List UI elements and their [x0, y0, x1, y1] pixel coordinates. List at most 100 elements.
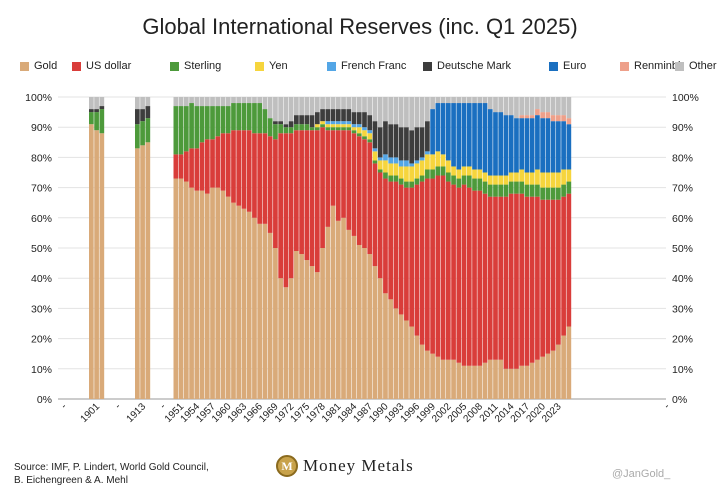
- y-tick-label-left: 80%: [31, 152, 52, 164]
- bar-segment: [535, 109, 540, 116]
- bar-segment: [508, 193, 514, 369]
- bar-segment: [561, 169, 566, 185]
- bar-segment: [199, 142, 205, 191]
- y-tick-label-right: 50%: [672, 243, 693, 255]
- brand-name: Money Metals: [303, 456, 414, 475]
- bar-segment: [262, 109, 268, 134]
- bar-segment: [145, 142, 151, 400]
- legend-label: Deutsche Mark: [437, 60, 511, 72]
- bar-segment: [356, 136, 362, 245]
- bar-segment: [487, 109, 493, 176]
- bar-segment: [519, 169, 525, 182]
- bar-segment: [351, 130, 357, 134]
- bar-segment: [430, 169, 435, 179]
- bar-segment: [173, 97, 179, 107]
- bar-segment: [425, 154, 430, 170]
- bar-segment: [330, 124, 336, 128]
- bar-segment: [314, 112, 320, 125]
- bar-segment: [425, 97, 430, 122]
- bar-segment: [503, 196, 509, 369]
- bar-segment: [383, 154, 388, 161]
- bar-segment: [430, 97, 435, 110]
- bar-segment: [204, 106, 210, 140]
- bar-segment: [461, 184, 467, 366]
- bar-segment: [409, 326, 414, 399]
- bar-segment: [215, 106, 221, 137]
- bar-segment: [304, 260, 310, 399]
- bar-segment: [204, 193, 210, 399]
- bar-segment: [482, 193, 488, 363]
- bar-segment: [225, 133, 231, 197]
- bar-segment: [477, 97, 483, 104]
- bar-segment: [508, 97, 514, 116]
- bar-segment: [519, 181, 525, 194]
- bar-segment: [314, 127, 320, 131]
- x-tick-label: 1901: [79, 401, 103, 425]
- bar-segment: [487, 196, 493, 360]
- bar-segment: [498, 175, 504, 185]
- bar-segment: [304, 97, 310, 116]
- bar-segment: [451, 103, 456, 167]
- bar-segment: [461, 97, 467, 104]
- bar-segment: [508, 368, 514, 399]
- bar-segment: [346, 121, 352, 125]
- bar-segment: [535, 169, 540, 185]
- bar-segment: [545, 97, 551, 113]
- legend-swatch: [549, 61, 558, 71]
- x-tick-label: -: [662, 401, 672, 411]
- y-tick-label-right: 90%: [672, 122, 693, 134]
- bar-segment: [556, 115, 561, 122]
- bar-segment: [304, 124, 310, 131]
- bar-segment: [430, 109, 435, 155]
- bar-segment: [388, 163, 394, 176]
- bar-segment: [419, 127, 425, 158]
- y-tick-label-right: 0%: [672, 394, 687, 406]
- bar-segment: [262, 97, 268, 110]
- bar-segment: [514, 118, 519, 173]
- bar-segment: [456, 178, 462, 188]
- bar-segment: [299, 97, 304, 116]
- bar-segment: [189, 187, 194, 399]
- bar-segment: [194, 148, 200, 191]
- bar-segment: [341, 127, 346, 131]
- bar-segment: [377, 127, 383, 158]
- bar-segment: [550, 115, 556, 122]
- bar-segment: [487, 175, 493, 185]
- bar-segment: [487, 184, 493, 197]
- bar-segment: [288, 121, 294, 128]
- bar-segment: [356, 97, 362, 113]
- bar-segment: [545, 118, 551, 173]
- bar-segment: [135, 109, 140, 125]
- bar-segment: [456, 187, 462, 363]
- bar-segment: [487, 97, 493, 110]
- legend-label: French Franc: [341, 60, 407, 72]
- bar-segment: [425, 350, 430, 399]
- bar-segment: [519, 115, 525, 119]
- bar-segment: [351, 235, 357, 399]
- bar-segment: [267, 232, 273, 399]
- bar-segment: [267, 97, 273, 119]
- bar-segment: [419, 344, 425, 399]
- bar-segment: [236, 103, 242, 131]
- bar-segment: [283, 287, 289, 399]
- bar-segment: [140, 121, 145, 146]
- bar-segment: [283, 133, 289, 288]
- bar-segment: [445, 103, 451, 161]
- y-tick-label-right: 60%: [672, 213, 693, 225]
- bar-segment: [173, 178, 179, 399]
- bar-segment: [419, 181, 425, 345]
- bar-segment: [330, 121, 336, 125]
- bar-segment: [414, 127, 420, 161]
- bar-segment: [241, 208, 247, 399]
- bar-segment: [189, 97, 194, 104]
- bar-segment: [456, 169, 462, 179]
- bar-segment: [519, 193, 525, 366]
- bar-segment: [278, 278, 283, 399]
- bar-segment: [503, 175, 509, 185]
- bar-segment: [566, 124, 572, 170]
- legend-label: US dollar: [86, 60, 132, 72]
- legend-item: Gold: [20, 58, 57, 74]
- bar-segment: [409, 166, 414, 182]
- legend-label: Gold: [34, 60, 58, 72]
- bar-segment: [367, 254, 373, 399]
